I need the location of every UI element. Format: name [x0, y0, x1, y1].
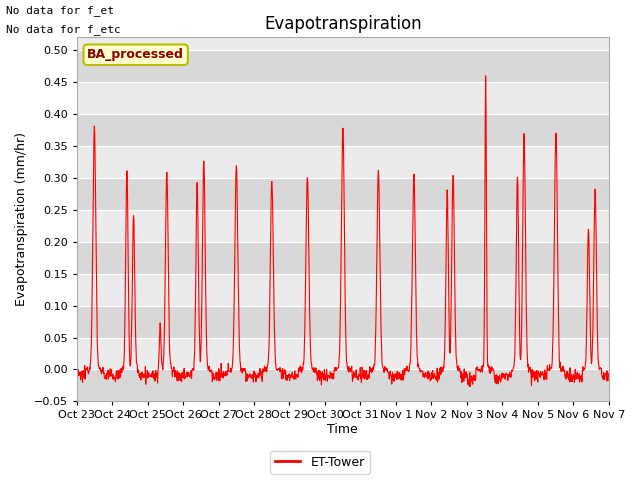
Bar	[77, 306, 609, 337]
Legend: ET-Tower: ET-Tower	[270, 451, 370, 474]
Bar	[77, 82, 609, 114]
Y-axis label: Evapotranspiration (mm/hr): Evapotranspiration (mm/hr)	[15, 132, 28, 306]
Text: BA_processed: BA_processed	[87, 48, 184, 61]
X-axis label: Time: Time	[327, 423, 358, 436]
Bar	[77, 210, 609, 242]
Bar	[77, 242, 609, 274]
Bar	[77, 178, 609, 210]
Text: No data for f_et: No data for f_et	[6, 5, 115, 16]
Bar	[77, 50, 609, 82]
Bar	[77, 337, 609, 370]
Bar	[77, 274, 609, 306]
Text: No data for f_etc: No data for f_etc	[6, 24, 121, 35]
Title: Evapotranspiration: Evapotranspiration	[264, 15, 422, 33]
Bar	[77, 370, 609, 401]
Bar	[77, 114, 609, 146]
Bar	[77, 146, 609, 178]
